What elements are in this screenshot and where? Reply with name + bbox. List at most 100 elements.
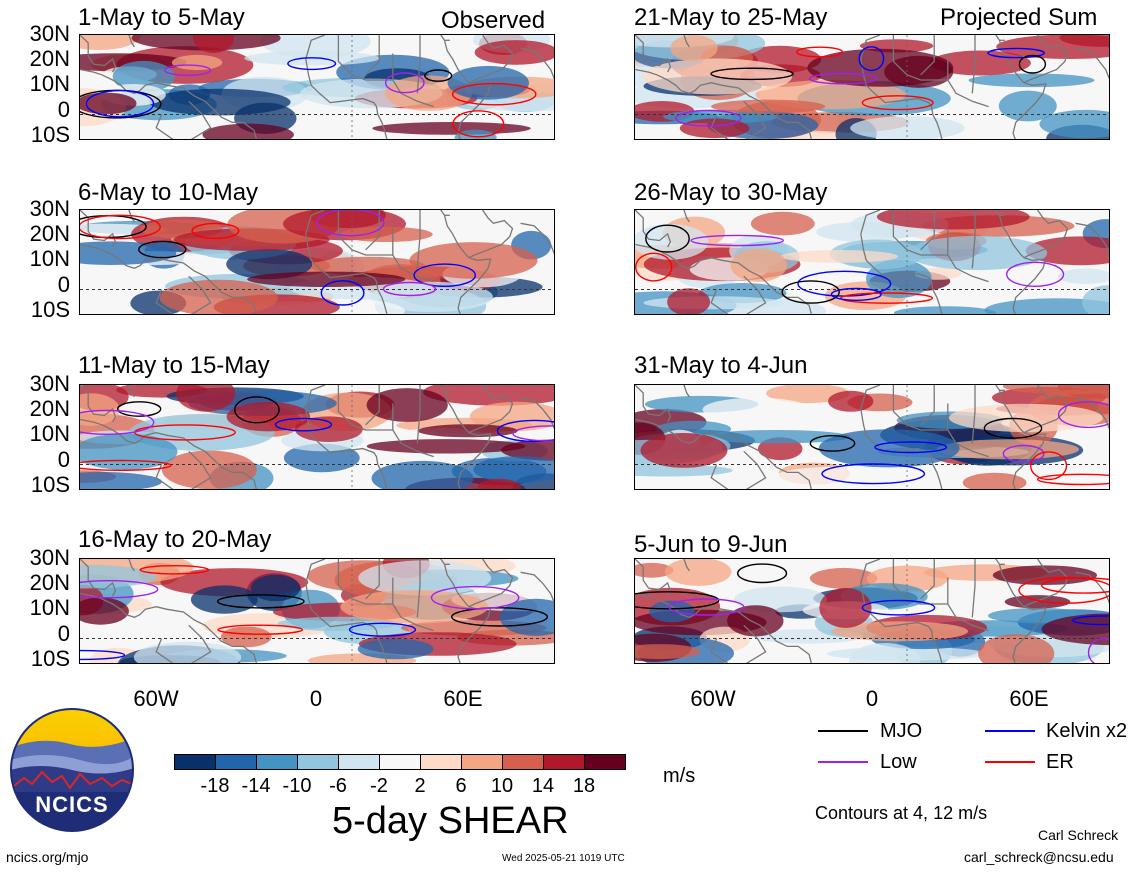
coastline: [635, 210, 672, 248]
coastline: [80, 418, 257, 489]
coastline: [188, 450, 212, 489]
footer-url[interactable]: ncics.org/mjo: [6, 849, 89, 865]
colorbar-label: -6: [329, 775, 347, 797]
shear-blob: [635, 562, 674, 578]
shear-blob: [649, 600, 695, 623]
shear-blob: [202, 123, 294, 139]
shear-blob: [159, 279, 278, 314]
coastline: [1023, 35, 1069, 84]
legend-mjo-label: MJO: [880, 720, 923, 742]
panel-3-title: 11-May to 15-May: [78, 352, 270, 379]
shear-blob: [409, 242, 538, 279]
wave-contour: [80, 580, 159, 599]
map-panel-8: [634, 558, 1110, 664]
wave-contour: [710, 67, 794, 81]
colorbar-label: 14: [531, 775, 555, 797]
lat-label: 10S: [30, 297, 70, 322]
lat-label: 10S: [30, 472, 70, 497]
coastline: [635, 418, 812, 489]
wave-contour: [808, 72, 878, 85]
colorbar-label: 10: [490, 775, 514, 797]
map-panel-5: [634, 34, 1110, 140]
lat-label: 0: [57, 621, 70, 646]
coastline: [683, 385, 690, 398]
lon-label-60e-right: 60E: [1009, 686, 1049, 711]
coastline: [128, 559, 135, 572]
coastline: [1075, 47, 1109, 80]
shear-blob: [635, 224, 709, 260]
shear-blob: [1025, 236, 1109, 266]
shear-blob: [247, 271, 406, 287]
wave-contour: [1002, 444, 1045, 463]
coastline: [892, 385, 948, 431]
coastline: [947, 577, 989, 632]
wave-contour: [830, 287, 882, 302]
shear-blob: [477, 478, 522, 489]
wave-contour: [1030, 451, 1068, 481]
coastline: [892, 35, 948, 81]
lat-label: 10N: [29, 421, 70, 446]
shear-blob: [340, 590, 489, 624]
wave-contour: [138, 240, 187, 259]
map-panel-6: [634, 209, 1110, 315]
panel-7-title: 31-May to 4-Jun: [634, 352, 808, 379]
shear-map: [80, 210, 554, 314]
coastline: [155, 638, 174, 663]
shear-map: [80, 559, 554, 663]
coastline: [305, 58, 388, 139]
shear-blob: [80, 393, 120, 426]
coastline: [635, 559, 672, 597]
lon-label-0-left: 0: [309, 686, 323, 711]
shear-blob: [193, 35, 235, 54]
colorbar-label: 2: [414, 775, 426, 797]
shear-map: [635, 210, 1109, 314]
wave-contour: [164, 64, 212, 77]
shear-map: [635, 385, 1109, 489]
shear-blob: [667, 288, 711, 314]
lat-label: 30N: [29, 371, 70, 396]
shear-blob: [1057, 268, 1109, 284]
colorbar-swatch: [338, 754, 380, 770]
coastline: [920, 559, 935, 600]
shear-blob: [149, 88, 291, 116]
legend-mjo-line: [818, 730, 868, 732]
colorbar-swatch: [584, 754, 626, 770]
shear-blob: [473, 456, 554, 484]
wave-contour: [983, 417, 1043, 439]
colorbar-swatch: [174, 754, 216, 770]
coastline: [305, 210, 326, 235]
wave-contour: [287, 57, 337, 71]
coastline: [860, 559, 881, 584]
panel-6-title: 26-May to 30-May: [634, 179, 828, 206]
coastline: [860, 58, 943, 139]
coastline: [80, 559, 117, 597]
shear-blob: [818, 429, 960, 468]
lat-label: 30N: [29, 21, 70, 46]
coastline: [416, 385, 421, 444]
coastline: [468, 35, 514, 84]
shear-blob: [190, 585, 258, 614]
wave-contour: [795, 46, 844, 58]
shear-blob: [807, 48, 954, 87]
coastline: [155, 114, 174, 139]
footer-email[interactable]: carl_schreck@ncsu.edu: [964, 849, 1114, 865]
shear-blob: [447, 65, 529, 100]
wave-contour: [382, 281, 437, 297]
coastline: [440, 35, 492, 139]
coastline: [743, 450, 767, 489]
colorbar-label: -14: [241, 775, 271, 797]
wave-contour: [496, 419, 554, 443]
coastline: [995, 35, 1047, 139]
contours-note: Contours at 4, 12 m/s: [815, 803, 988, 823]
colorbar-swatch: [256, 754, 298, 770]
coastline: [365, 559, 380, 600]
coastline: [947, 53, 989, 108]
panel-5-tag: Projected Sum: [940, 4, 1098, 31]
shear-blob: [702, 397, 811, 422]
coastline: [440, 210, 492, 314]
shear-blob: [366, 388, 448, 422]
lat-label: 20N: [29, 46, 70, 71]
coastline: [365, 210, 380, 251]
map-panel-1: [79, 34, 555, 140]
coastline: [416, 35, 421, 94]
